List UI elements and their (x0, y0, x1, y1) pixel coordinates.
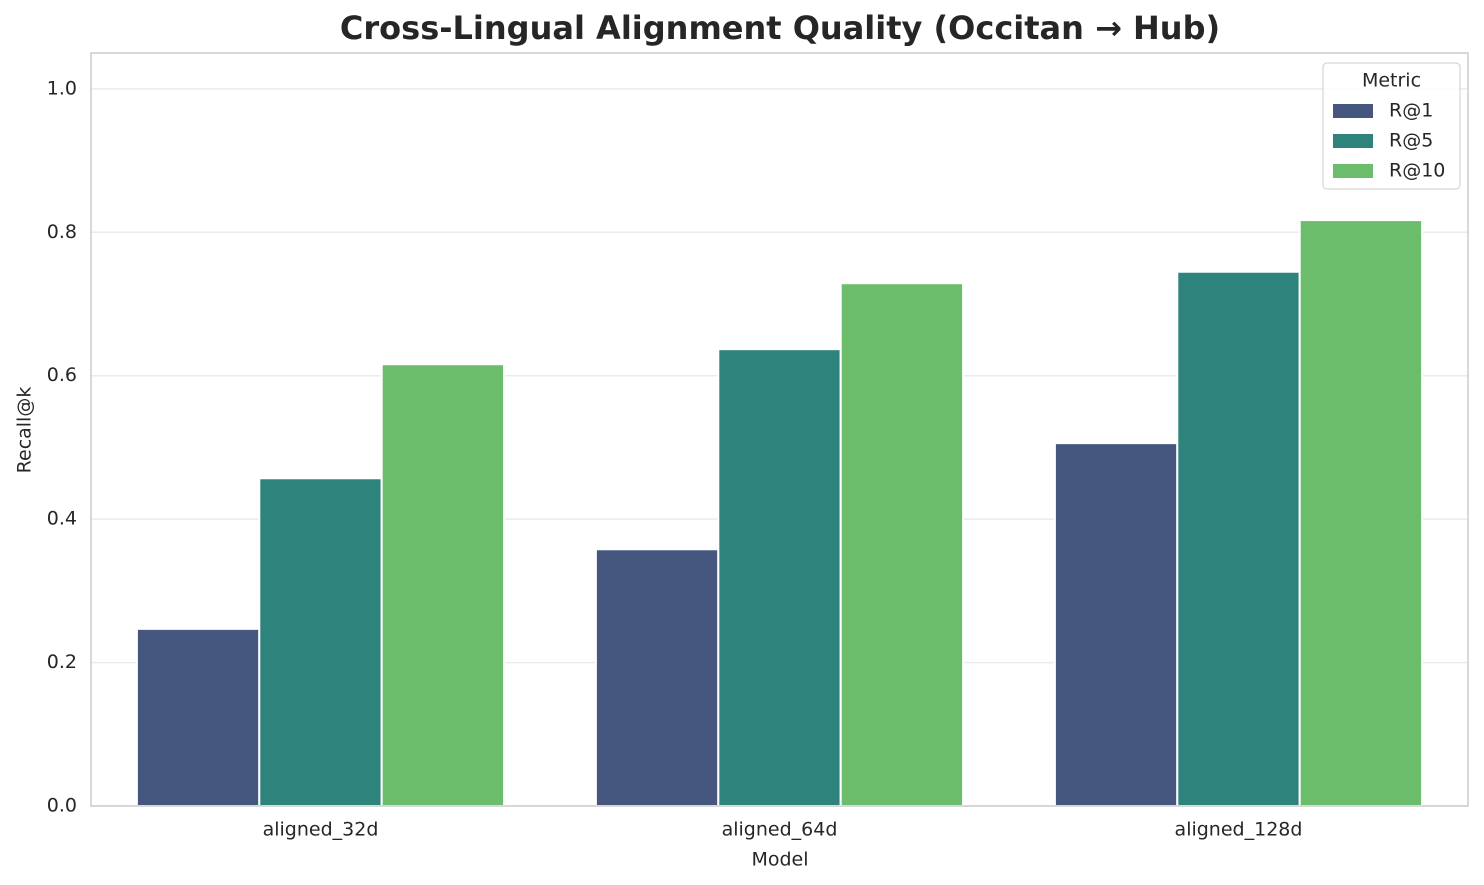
legend-swatch (1333, 164, 1373, 178)
bar (1298, 219, 1424, 807)
x-tick-label: aligned_128d (1175, 819, 1303, 841)
x-tick-label: aligned_32d (263, 819, 379, 841)
legend-swatch (1333, 134, 1373, 148)
legend-title: Metric (1362, 70, 1421, 92)
y-tick-label: 0.6 (47, 364, 77, 386)
bar (380, 363, 506, 807)
y-tick-label: 1.0 (47, 77, 77, 99)
legend-label: R@1 (1389, 100, 1433, 122)
bar (1176, 270, 1301, 807)
legend-box (1322, 62, 1461, 190)
x-tick-label: aligned_64d (722, 819, 838, 841)
y-tick-label: 0.8 (47, 221, 77, 243)
legend-label: R@5 (1389, 130, 1433, 152)
bar (135, 627, 261, 808)
y-tick-label: 0.4 (47, 508, 77, 530)
bar (717, 348, 842, 807)
bar (1053, 442, 1179, 807)
plot-frame (90, 52, 1469, 807)
y-tick-label: 0.2 (47, 651, 77, 673)
bar (594, 548, 720, 808)
y-tick-label: 0.0 (47, 795, 77, 817)
bar (839, 282, 965, 807)
chart-title: Cross-Lingual Alignment Quality (Occitan… (340, 9, 1220, 47)
legend-label: R@10 (1389, 160, 1445, 182)
y-axis-label: Recall@k (14, 387, 36, 474)
bar (258, 477, 383, 807)
x-axis-label: Model (751, 849, 808, 871)
legend-swatch (1333, 104, 1373, 118)
